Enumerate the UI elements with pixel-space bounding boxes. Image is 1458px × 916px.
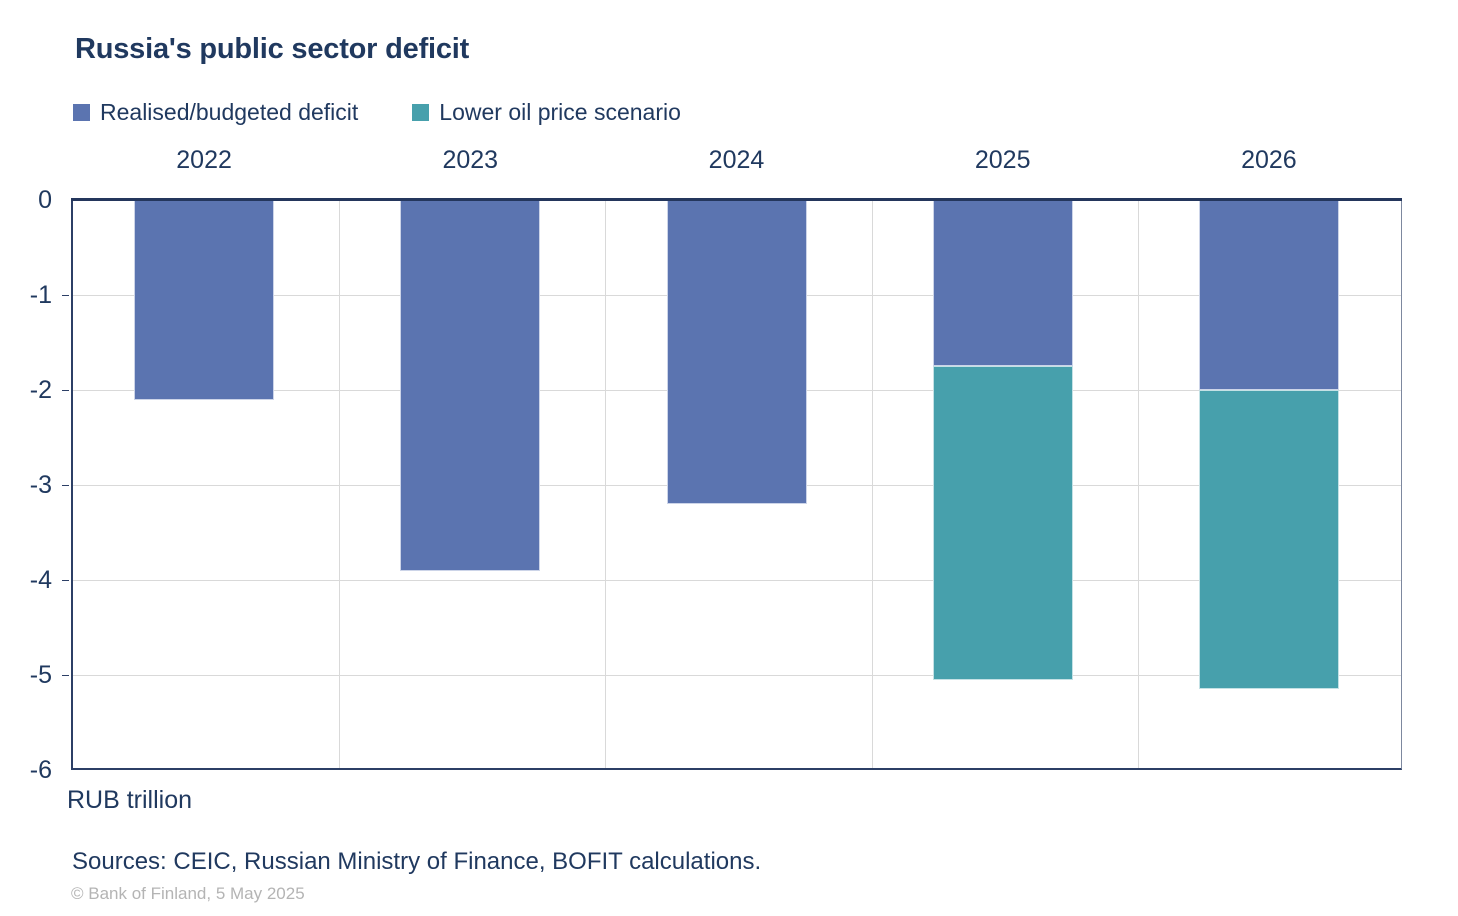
legend-swatch-teal-icon xyxy=(412,104,430,121)
plot-area xyxy=(71,200,1402,770)
axis-unit-label: RUB trillion xyxy=(67,786,193,814)
y-axis-tick-mark xyxy=(62,390,69,391)
bar-2025-realised xyxy=(932,200,1073,367)
bar-2022-realised xyxy=(134,200,275,400)
chart-title: Russia's public sector deficit xyxy=(75,33,470,65)
x-axis-category-label: 2023 xyxy=(442,146,499,174)
x-axis-category-label: 2024 xyxy=(708,146,765,174)
gridline-vertical xyxy=(871,200,873,768)
bar-2026-lower-oil xyxy=(1198,390,1339,690)
y-axis-tick-mark xyxy=(62,295,69,296)
x-axis-category-label: 2026 xyxy=(1241,146,1297,174)
gridline-vertical xyxy=(339,200,341,768)
sources-note: Sources: CEIC, Russian Ministry of Finan… xyxy=(72,848,762,875)
bar-2024-realised xyxy=(666,200,807,504)
y-axis-tick-mark xyxy=(62,485,69,486)
legend-swatch-blue-icon xyxy=(73,104,90,121)
gridline-horizontal xyxy=(73,580,1401,581)
gridline-vertical xyxy=(1137,200,1139,768)
gridline-vertical xyxy=(605,200,607,768)
y-axis-tick-mark xyxy=(62,580,69,581)
bar-2026-realised xyxy=(1198,200,1339,390)
x-axis-category-label: 2025 xyxy=(974,146,1031,174)
y-axis-tick-label: 0 xyxy=(38,186,52,214)
x-axis-category-label: 2022 xyxy=(176,146,232,174)
y-axis-tick-mark xyxy=(62,675,69,676)
zero-axis-line xyxy=(71,198,1402,201)
y-axis-tick-label: -5 xyxy=(29,661,52,689)
legend-label-lower-oil: Lower oil price scenario xyxy=(439,99,681,125)
y-axis-tick-label: -2 xyxy=(29,376,52,404)
y-axis-tick-label: -6 xyxy=(29,756,52,784)
y-axis-tick-label: -3 xyxy=(29,471,52,499)
y-axis-tick-label: -4 xyxy=(29,566,52,594)
legend-label-realised: Realised/budgeted deficit xyxy=(100,99,359,125)
bar-2023-realised xyxy=(400,200,541,571)
copyright-note: © Bank of Finland, 5 May 2025 xyxy=(71,884,305,903)
legend-item-realised: Realised/budgeted deficit xyxy=(73,99,358,126)
legend: Realised/budgeted deficit Lower oil pric… xyxy=(73,99,681,126)
legend-item-lower-oil: Lower oil price scenario xyxy=(412,99,681,126)
bar-2025-lower-oil xyxy=(932,366,1073,680)
gridline-horizontal xyxy=(73,675,1401,676)
y-axis-tick-label: -1 xyxy=(29,281,52,309)
